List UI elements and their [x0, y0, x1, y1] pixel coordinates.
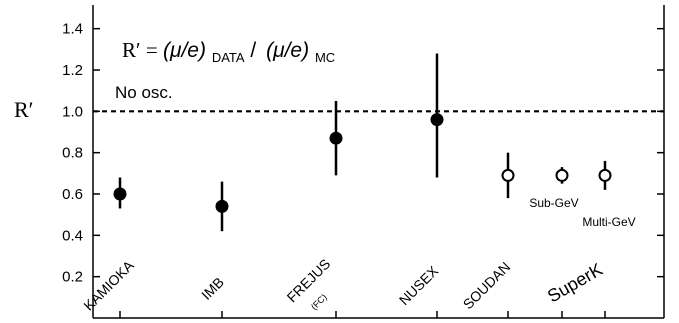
formula-lhs: R′ =	[122, 38, 163, 62]
experiment-labels: KAMIOKA IMB FREJUS NUSEX SOUDAN(FC)Sub-GeVMu…	[80, 196, 635, 314]
y-tick-label: 0.4	[62, 227, 83, 244]
formula-sub1: DATA	[212, 50, 245, 65]
formula-sub2: MC	[315, 50, 335, 65]
formula-part2: (μ/e)	[266, 39, 309, 62]
multi-gev-label: Multi-GeV	[582, 215, 635, 229]
experiment-label: NUSEX	[396, 262, 442, 308]
data-points	[113, 53, 612, 232]
data-point	[555, 168, 569, 182]
y-tick-label: 1.0	[62, 103, 83, 120]
data-point	[329, 131, 343, 145]
y-tick-label: 1.2	[62, 62, 83, 79]
y-axis-label: R′	[14, 97, 34, 122]
y-tick-label: 0.8	[62, 145, 83, 162]
formula: R′ = (μ/e) DATA / (μ/e) MC	[122, 38, 335, 67]
y-tick-label: 0.6	[62, 186, 83, 203]
formula-part1: (μ/e)	[163, 39, 206, 62]
sub-gev-label: Sub-GeV	[529, 196, 578, 210]
data-point	[113, 187, 127, 201]
data-point	[501, 168, 515, 182]
y-tick-label: 0.2	[62, 269, 83, 286]
formula-sep: /	[250, 39, 256, 62]
superk-label: SuperK	[544, 259, 606, 306]
data-point	[598, 168, 612, 182]
experiment-label: IMB	[198, 274, 227, 303]
experiment-label: KAMIOKA	[80, 257, 137, 314]
y-ticks: 0.2 0.4 0.6 0.8 1.0 1.2 1.4	[62, 21, 664, 286]
experiment-sublabel: (FC)	[309, 292, 329, 312]
no-oscillation-label: No osc.	[115, 83, 173, 102]
data-point	[430, 113, 444, 127]
data-point	[215, 199, 229, 213]
x-ticks	[119, 311, 606, 318]
y-tick-label: 1.4	[62, 21, 83, 38]
experiment-label: SOUDAN	[460, 259, 514, 313]
